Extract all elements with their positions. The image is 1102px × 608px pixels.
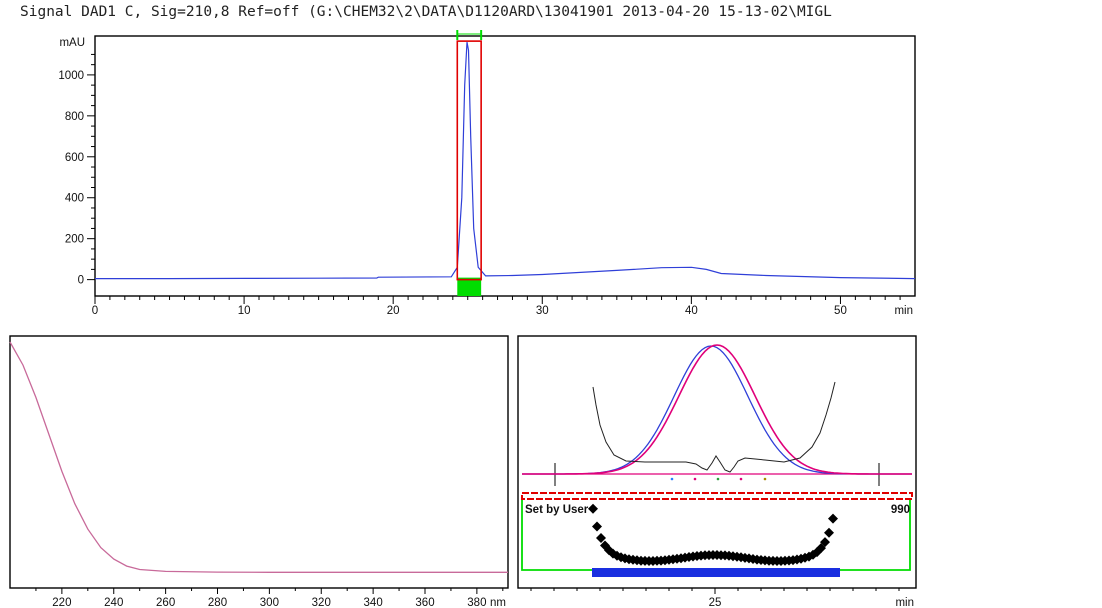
purity-ratio-point	[828, 513, 838, 524]
spectrum-x-tick-label: 260	[156, 597, 175, 608]
chromatogram-plot: 0 10 20 30 40 50 min 0 200 400 600 800 1000 mAU	[58, 30, 916, 317]
purity-plot: Set by User 990 25 min	[517, 335, 917, 608]
spectrum-x-tick-label: 280	[208, 597, 227, 608]
y-tick-label: 800	[65, 111, 84, 123]
purity-threshold-value: 990	[891, 504, 910, 516]
purity-marker-dot	[716, 477, 720, 481]
spectrum-x-tick-label: 220	[52, 597, 71, 608]
x-tick-label: 10	[238, 305, 251, 317]
signal-title: Signal DAD1 C, Sig=210,8 Ref=off (G:\CHE…	[20, 4, 832, 20]
purity-similarity-curve	[592, 381, 836, 473]
x-tick-label: 50	[834, 305, 847, 317]
chromatogram-trace	[95, 41, 916, 280]
y-tick-label: 400	[65, 193, 84, 205]
y-tick-label: 600	[65, 152, 84, 164]
spectrum-x-tick-label: 240	[104, 597, 123, 608]
purity-frame	[517, 335, 917, 589]
y-axis-label: mAU	[59, 37, 85, 49]
purity-range-bar	[592, 568, 840, 577]
x-tick-label: 30	[536, 305, 549, 317]
x-tick-label: 0	[92, 305, 98, 317]
y-tick-label: 200	[65, 234, 84, 246]
peak-selection-box	[456, 40, 482, 281]
purity-ratio-point	[588, 503, 598, 514]
x-unit-label: min	[894, 305, 913, 317]
spectrum-x-tick-label: 320	[312, 597, 331, 608]
purity-ratio-point	[820, 537, 830, 548]
spectrum-x-tick-label: 380	[467, 597, 486, 608]
spectrum-x-tick-label: 360	[415, 597, 434, 608]
purity-x-unit: min	[895, 597, 914, 608]
spectrum-x-unit: nm	[490, 597, 506, 608]
chromatogram-frame	[94, 35, 916, 297]
spectrum-plot: 220 240 260 280 300 320 340 360 380 nm	[9, 335, 509, 608]
purity-marker-dot	[693, 477, 697, 481]
purity-ratio-point	[596, 533, 606, 543]
purity-ratio-point	[592, 521, 602, 532]
spectrum-frame	[9, 335, 509, 589]
y-tick-label: 0	[78, 275, 84, 287]
uv-spectrum-trace	[9, 341, 508, 573]
purity-marker-dot	[739, 477, 743, 481]
set-by-user-label: Set by User	[525, 504, 589, 516]
y-tick-label: 1000	[58, 70, 84, 82]
purity-x-tick-label: 25	[709, 597, 722, 608]
x-tick-label: 40	[685, 305, 698, 317]
peak-baseline-band	[457, 277, 482, 296]
spectrum-x-tick-label: 340	[364, 597, 383, 608]
purity-ratio-point	[824, 527, 834, 538]
spectrum-x-tick-label: 300	[260, 597, 279, 608]
x-tick-label: 20	[387, 305, 400, 317]
purity-fit-profile	[522, 344, 912, 475]
purity-threshold-band	[521, 492, 913, 500]
purity-peak-profile	[522, 345, 912, 475]
purity-marker-dot	[670, 477, 674, 481]
purity-marker-dot	[763, 477, 767, 481]
